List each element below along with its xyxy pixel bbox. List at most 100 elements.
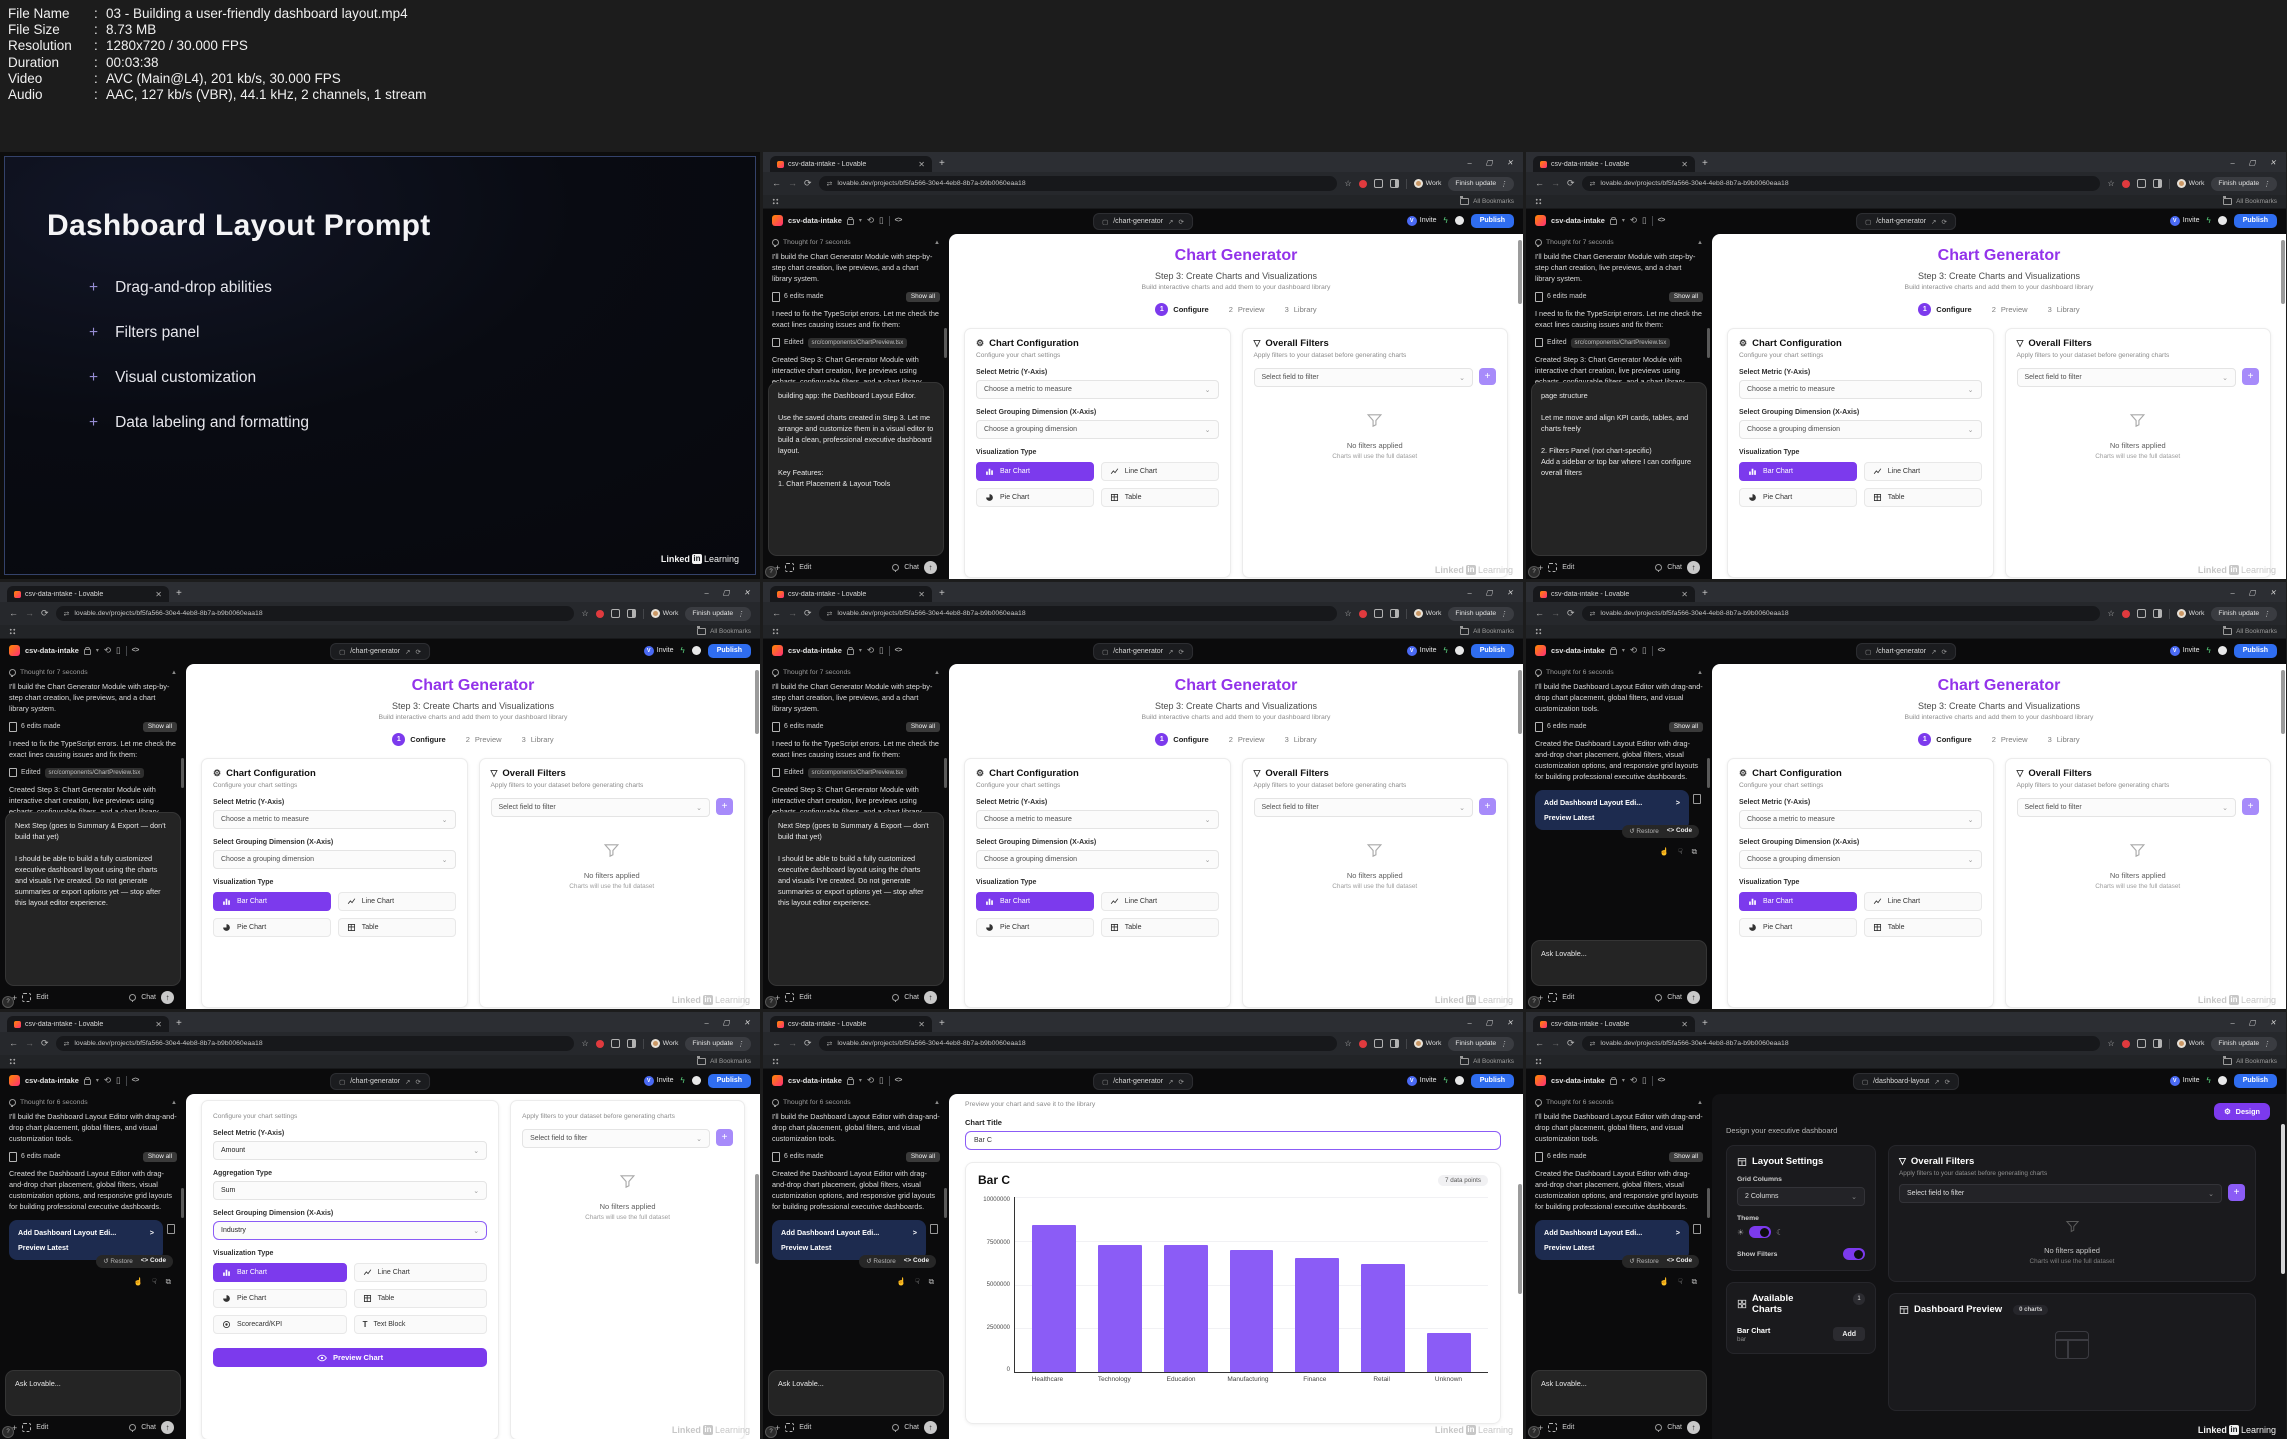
chevron-down-icon[interactable]: ▾ — [858, 1078, 862, 1084]
minimize-icon[interactable]: – — [2230, 158, 2235, 167]
github-icon[interactable] — [2217, 1076, 2227, 1085]
supabase-icon[interactable]: ϟ — [2206, 216, 2211, 225]
open-external-icon[interactable]: ↗ — [1931, 648, 1937, 656]
sidebar-scrollbar[interactable] — [181, 758, 184, 788]
project-name[interactable]: csv-data-intake — [1551, 216, 1605, 225]
metric-select[interactable]: Choose a metric to measure ⌄ — [976, 380, 1219, 399]
help-bubble[interactable]: ? — [1528, 1426, 1540, 1438]
copy-icon[interactable]: ⧉ — [165, 1276, 171, 1286]
chevron-down-icon[interactable]: ▾ — [1621, 218, 1625, 224]
back-icon[interactable]: ← — [772, 178, 781, 188]
history-icon[interactable]: ⟲ — [103, 1075, 111, 1085]
site-info-icon[interactable]: ⇄ — [1589, 610, 1596, 618]
lovable-logo-icon[interactable] — [1535, 215, 1546, 226]
address-bar[interactable]: ⇄ lovable.dev/projects/bf5fa566-30e4-4eb8… — [1581, 606, 2101, 621]
send-button[interactable]: ↑ — [1687, 561, 1700, 574]
profile-chip[interactable]: Work — [1413, 609, 1441, 618]
code-view-icon[interactable]: <> — [1657, 1077, 1666, 1084]
profile-chip[interactable]: Work — [2176, 1039, 2204, 1048]
copy-icon[interactable]: ⧉ — [1691, 1276, 1697, 1286]
thumbs-down-icon[interactable]: ☟ — [152, 1276, 157, 1286]
add-filter-button[interactable]: + — [2242, 368, 2259, 385]
filter-field-select[interactable]: Select field to filter ⌄ — [1253, 368, 1473, 387]
metric-select[interactable]: Choose a metric to measure ⌄ — [1739, 810, 1982, 829]
extensions-icon[interactable] — [1373, 1039, 1383, 1048]
side-panel-icon[interactable] — [2152, 179, 2162, 188]
grouping-select[interactable]: Choose a grouping dimension ⌄ — [976, 420, 1219, 439]
version-card[interactable]: Add Dashboard Layout Edi... > Preview Late… — [1535, 789, 1701, 830]
chat-mode-label[interactable]: Chat — [904, 1424, 919, 1431]
send-button[interactable]: ↑ — [1687, 991, 1700, 1004]
step-preview[interactable]: 2 Preview — [1991, 735, 2028, 744]
tab-groups-icon[interactable] — [1535, 198, 1542, 205]
help-bubble[interactable]: ? — [2, 996, 14, 1008]
select-element-icon[interactable] — [22, 993, 32, 1002]
close-icon[interactable]: ✕ — [743, 1018, 750, 1027]
invite-button[interactable]: V Invite — [643, 645, 673, 656]
bookmark-icon[interactable] — [167, 1223, 175, 1234]
forward-icon[interactable]: → — [1551, 178, 1560, 188]
profile-chip[interactable]: Work — [1413, 1039, 1441, 1048]
viz-table-button[interactable]: Table — [1863, 918, 1982, 937]
kebab-menu-icon[interactable]: ⋮ — [1500, 610, 1507, 618]
kebab-menu-icon[interactable]: ⋮ — [737, 610, 744, 618]
side-panel-icon[interactable] — [2152, 1039, 2162, 1048]
side-panel-icon[interactable] — [2152, 609, 2162, 618]
metric-select[interactable]: Choose a metric to measure ⌄ — [1739, 380, 1982, 399]
browser-tab[interactable]: csv-data-intake - Lovable ✕ — [1533, 156, 1695, 172]
browser-tab[interactable]: csv-data-intake - Lovable ✕ — [770, 586, 932, 602]
send-button[interactable]: ↑ — [924, 1421, 937, 1434]
restore-button[interactable]: ↺ Restore — [1629, 1258, 1659, 1266]
restore-button[interactable]: ↺ Restore — [103, 1258, 133, 1266]
viz-bar-chart-button[interactable]: Bar Chart — [213, 892, 331, 911]
select-element-icon[interactable] — [22, 1423, 32, 1432]
panel-toggle-icon[interactable]: ▯ — [115, 1075, 121, 1085]
help-bubble[interactable]: ? — [765, 566, 777, 578]
aggregation-select[interactable]: Sum ⌄ — [213, 1181, 488, 1200]
thought-row[interactable]: Thought for 6 seconds ▲ — [9, 1099, 177, 1107]
tab-close-icon[interactable]: ✕ — [918, 159, 925, 169]
recording-dot-icon[interactable] — [2121, 609, 2130, 618]
help-bubble[interactable]: ? — [1528, 996, 1540, 1008]
project-name[interactable]: csv-data-intake — [788, 216, 842, 225]
lovable-logo-icon[interactable] — [772, 1075, 783, 1086]
extensions-icon[interactable] — [2136, 1039, 2146, 1048]
maximize-icon[interactable]: ▢ — [2248, 588, 2256, 597]
address-bar[interactable]: ⇄ lovable.dev/projects/bf5fa566-30e4-4eb8… — [818, 1036, 1338, 1051]
bookmark-star-icon[interactable]: ☆ — [2107, 609, 2115, 618]
collapse-caret-icon[interactable]: ▲ — [1697, 1099, 1703, 1106]
forward-icon[interactable]: → — [1551, 608, 1560, 618]
tab-close-icon[interactable]: ✕ — [1681, 589, 1688, 599]
select-element-icon[interactable] — [785, 993, 795, 1002]
refresh-icon[interactable]: ⟳ — [1178, 1078, 1184, 1086]
edit-mode-label[interactable]: Edit — [1562, 994, 1575, 1001]
finish-update-button[interactable]: Finish update ⋮ — [1448, 176, 1514, 191]
lovable-logo-icon[interactable] — [1535, 1075, 1546, 1086]
code-button[interactable]: <> Code — [1666, 1257, 1692, 1265]
sidebar-scrollbar[interactable] — [944, 1188, 947, 1218]
profile-chip[interactable]: Work — [2176, 609, 2204, 618]
select-element-icon[interactable] — [1548, 563, 1558, 572]
chat-mode-label[interactable]: Chat — [141, 1424, 156, 1431]
finish-update-button[interactable]: Finish update ⋮ — [685, 606, 751, 621]
reload-icon[interactable]: ⟳ — [41, 1038, 49, 1048]
code-view-icon[interactable]: <> — [894, 647, 903, 654]
viz-table-button[interactable]: Table — [353, 1289, 488, 1308]
version-card[interactable]: Add Dashboard Layout Edi... > Preview Late… — [772, 1219, 938, 1260]
show-all-button[interactable]: Show all — [1668, 721, 1703, 732]
step-configure[interactable]: 1 Configure — [1918, 733, 1972, 746]
browser-tab[interactable]: csv-data-intake - Lovable ✕ — [7, 586, 169, 602]
thought-row[interactable]: Thought for 6 seconds ▲ — [1535, 1099, 1703, 1107]
thought-row[interactable]: Thought for 7 seconds ▲ — [772, 239, 940, 247]
viz-pie-chart-button[interactable]: Pie Chart — [213, 918, 331, 937]
kebab-menu-icon[interactable]: ⋮ — [1500, 180, 1507, 188]
bookmark-star-icon[interactable]: ☆ — [2107, 179, 2115, 188]
tab-groups-icon[interactable] — [1535, 1058, 1542, 1065]
main-scrollbar[interactable] — [2281, 1124, 2285, 1274]
invite-button[interactable]: V Invite — [1406, 215, 1436, 226]
side-panel-icon[interactable] — [1389, 179, 1399, 188]
open-external-icon[interactable]: ↗ — [1168, 218, 1174, 226]
recording-dot-icon[interactable] — [2121, 179, 2130, 188]
main-scrollbar[interactable] — [2281, 670, 2285, 734]
bookmark-icon[interactable] — [930, 1223, 938, 1234]
